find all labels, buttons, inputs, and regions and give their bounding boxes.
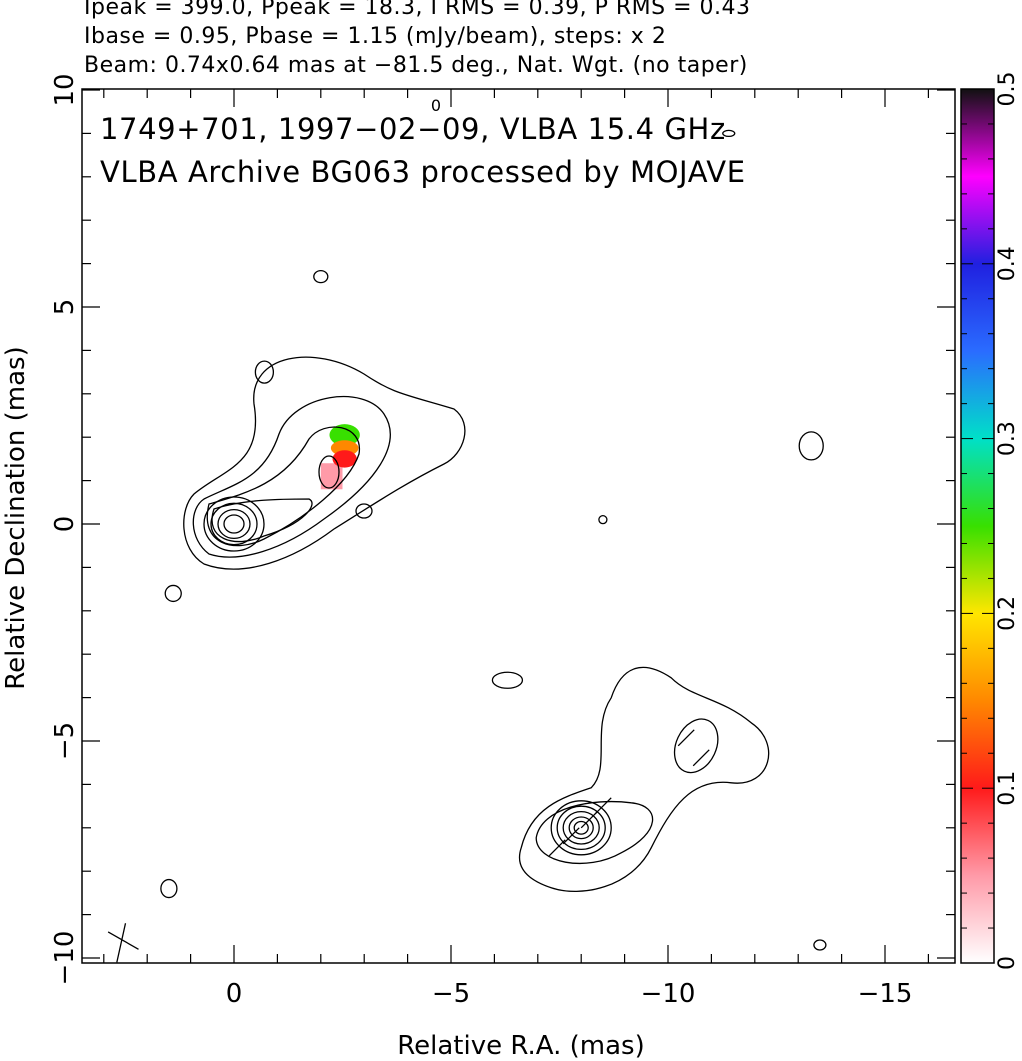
x-tick-label: −15	[858, 979, 913, 1009]
core-contours	[183, 356, 466, 570]
axes: 0 −5 −10 −15 10 5 0 −5 −10	[50, 73, 973, 1009]
header-line-1: Ipeak = 399.0, Ppeak = 18.3, I RMS = 0.3…	[84, 0, 751, 20]
x-tick-label: −10	[641, 979, 696, 1009]
y-axis-label: Relative Declination (mas)	[1, 346, 31, 689]
title-line-1: 1749+701, 1997−02−09, VLBA 15.4 GHz	[100, 112, 726, 146]
y-tick-label: 5	[50, 299, 80, 316]
y-tick-label: −5	[50, 722, 80, 760]
colorbar-tick-label: 0.2	[995, 596, 1020, 631]
title-line-2: VLBA Archive BG063 processed by MOJAVE	[100, 155, 746, 189]
y-tick-label: 10	[50, 73, 80, 106]
colorbar-tick-label: 0	[995, 956, 1020, 970]
x-tick-label: 0	[226, 979, 243, 1009]
isolated-contours	[160, 129, 827, 951]
y-tick-label: 0	[50, 516, 80, 533]
x-tick-label: −5	[432, 979, 470, 1009]
contour-layer	[107, 129, 827, 963]
top-axis-label: 0	[431, 96, 441, 115]
beam-marker	[107, 923, 139, 963]
header-line-2: Ibase = 0.95, Pbase = 1.15 (mJy/beam), s…	[84, 24, 667, 49]
colorbar: 0 0.1 0.2 0.3 0.4 0.5	[960, 72, 1020, 970]
colorbar-gradient	[960, 88, 995, 964]
colorbar-tick-label: 0.3	[995, 421, 1020, 456]
header-line-3: Beam: 0.74x0.64 mas at −81.5 deg., Nat. …	[84, 53, 748, 78]
colorbar-tick-label: 0.1	[995, 771, 1020, 806]
colorbar-tick-label: 0.4	[995, 246, 1020, 281]
pol-region-jet-knot	[329, 424, 360, 468]
x-axis-label: Relative R.A. (mas)	[397, 1031, 644, 1061]
plot-frame	[81, 88, 956, 964]
colorbar-tick-label: 0.5	[995, 72, 1020, 107]
lower-contours	[518, 666, 770, 893]
y-tick-label: −10	[50, 931, 80, 986]
